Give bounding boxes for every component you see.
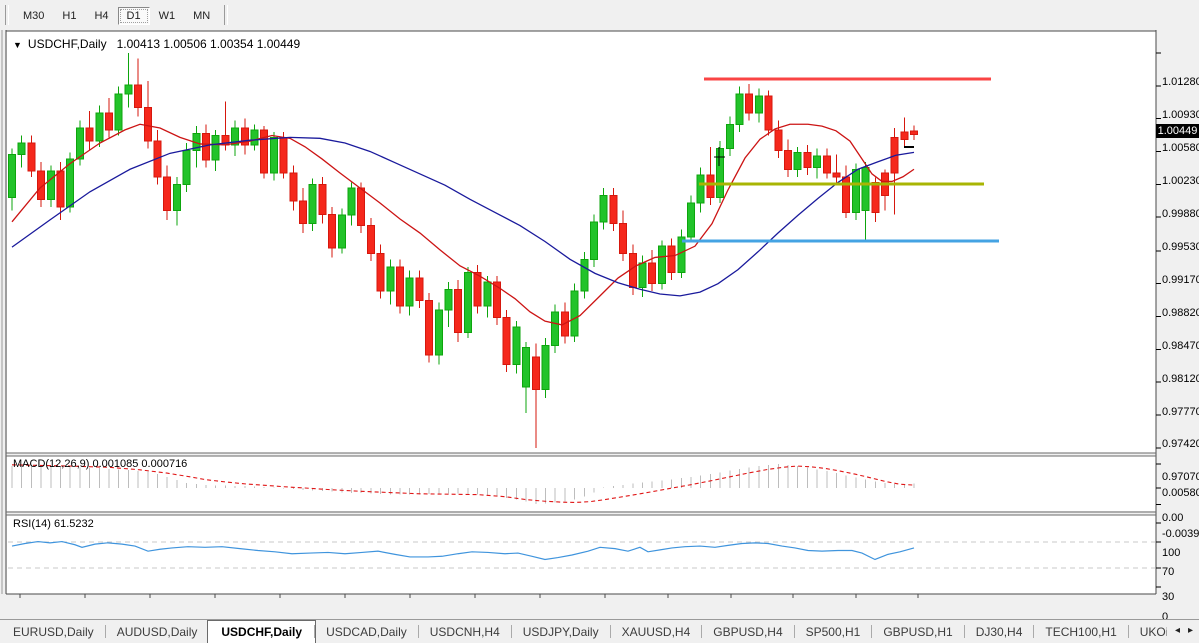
tab-scroll-right-icon[interactable]: ▸	[1187, 625, 1193, 636]
tab-scroll-buttons: ◂ ▸	[1166, 623, 1197, 638]
chevron-down-icon[interactable]: ▼	[13, 40, 22, 50]
ohlc-values: 1.00413 1.00506 1.00354 1.00449	[116, 37, 301, 51]
rsi-name: RSI(14)	[13, 518, 51, 530]
price-axis-tick: 0.98470	[1162, 340, 1199, 352]
rsi-axis-tick: 0	[1162, 610, 1169, 623]
chart-tab-usdcad[interactable]: USDCAD,Daily	[326, 625, 407, 639]
price-axis-tick: 0.98820	[1162, 307, 1199, 320]
tab-divider	[510, 625, 512, 638]
chart-tab-gbpusd[interactable]: GBPUSD,H4	[713, 625, 783, 639]
toolbar-separator	[224, 5, 229, 25]
rsi-pane-background[interactable]	[7, 515, 1156, 594]
period-button-h1[interactable]: H1	[62, 10, 77, 22]
price-axis-tick: 0.99880	[1162, 207, 1199, 220]
tab-divider	[963, 625, 965, 638]
period-button-mn[interactable]: MN	[193, 10, 211, 22]
price-axis-tick: 0.97420	[1162, 438, 1199, 451]
symbol-period-label: USDCHF,Daily	[27, 37, 107, 51]
macd-name: MACD(12,26,9)	[13, 458, 90, 470]
macd-axis-tick: 0.005802	[1162, 487, 1199, 500]
toolbar-separator	[5, 5, 9, 25]
tab-scroll-left-icon[interactable]: ◂	[1174, 625, 1180, 636]
chart-tab-usdjpy[interactable]: USDJPY,Daily	[522, 625, 599, 639]
period-button-m30[interactable]: M30	[23, 10, 45, 22]
rsi-indicator-label: RSI(14) 61.5232	[13, 518, 94, 530]
chart-area[interactable]: 1.01280 1.00930 1.00580 1.00230 0.99880 0.995…	[0, 30, 1199, 643]
price-axis-tick: 0.97770	[1162, 405, 1199, 418]
tab-divider	[314, 625, 316, 638]
period-button-w1[interactable]: W1	[158, 10, 176, 22]
tab-divider	[871, 625, 873, 638]
price-axis-tick: 1.00230	[1162, 174, 1199, 187]
price-axis-tick: 1.00930	[1162, 109, 1199, 122]
rsi-axis-tick: 70	[1162, 565, 1175, 578]
chart-title: ▼ USDCHF,Daily 1.00413 1.00506 1.00354 1.0…	[13, 37, 300, 51]
price-axis-tick: 1.01280	[1162, 76, 1199, 89]
tab-divider	[701, 625, 703, 638]
period-button-h4[interactable]: H4	[94, 10, 109, 22]
chart-tabs-bar: EURUSD,Daily AUDUSD,Daily USDCHF,Daily USDC…	[0, 619, 1199, 643]
price-axis-tick: 1.00580	[1162, 142, 1199, 155]
chart-tab-tech100[interactable]: TECH100,H1	[1045, 625, 1117, 639]
price-axis-tick: 0.97070	[1162, 471, 1199, 484]
price-axis-tick: 0.98120	[1162, 372, 1199, 385]
tab-divider	[793, 625, 795, 638]
tab-divider	[417, 625, 419, 638]
rsi-axis-tick: 30	[1162, 591, 1175, 604]
macd-axis-tick: -0.003945	[1162, 527, 1199, 540]
tab-divider	[104, 625, 106, 638]
price-axis-tick: 0.99170	[1162, 274, 1199, 287]
chart-tab-usdchf[interactable]: USDCHF,Daily	[207, 620, 317, 643]
rsi-value: 61.5232	[53, 518, 94, 530]
chart-tab-usdcnh[interactable]: USDCNH,H4	[429, 625, 500, 639]
period-button-d1[interactable]: D1	[117, 7, 150, 25]
chart-tab-gbpusd[interactable]: GBPUSD,H1	[883, 625, 953, 639]
current-price-badge: 1.00449	[1156, 124, 1199, 138]
macd-axis-tick: 0.00	[1162, 511, 1184, 524]
chart-canvas[interactable]	[0, 30, 1199, 617]
macd-values: 0.001085 0.000716	[92, 458, 188, 470]
chart-tab-sp500[interactable]: SP500,H1	[805, 625, 861, 639]
macd-indicator-label: MACD(12,26,9) 0.001085 0.000716	[13, 458, 187, 470]
tab-divider	[1127, 625, 1129, 638]
rsi-axis-tick: 100	[1162, 546, 1181, 559]
macd-pane-background[interactable]	[7, 456, 1156, 511]
tab-divider	[1033, 625, 1035, 638]
price-axis-tick: 0.99530	[1162, 240, 1199, 253]
chart-tab-dj30[interactable]: DJ30,H4	[975, 625, 1023, 639]
tab-divider	[609, 625, 611, 638]
chart-tab-xauusd[interactable]: XAUUSD,H4	[621, 625, 691, 639]
timeframe-toolbar: M30 H1 H4 D1 W1 MN	[0, 0, 1199, 30]
chart-tab-audusd[interactable]: AUDUSD,Daily	[116, 625, 198, 639]
chart-tab-eurusd[interactable]: EURUSD,Daily	[13, 625, 94, 639]
